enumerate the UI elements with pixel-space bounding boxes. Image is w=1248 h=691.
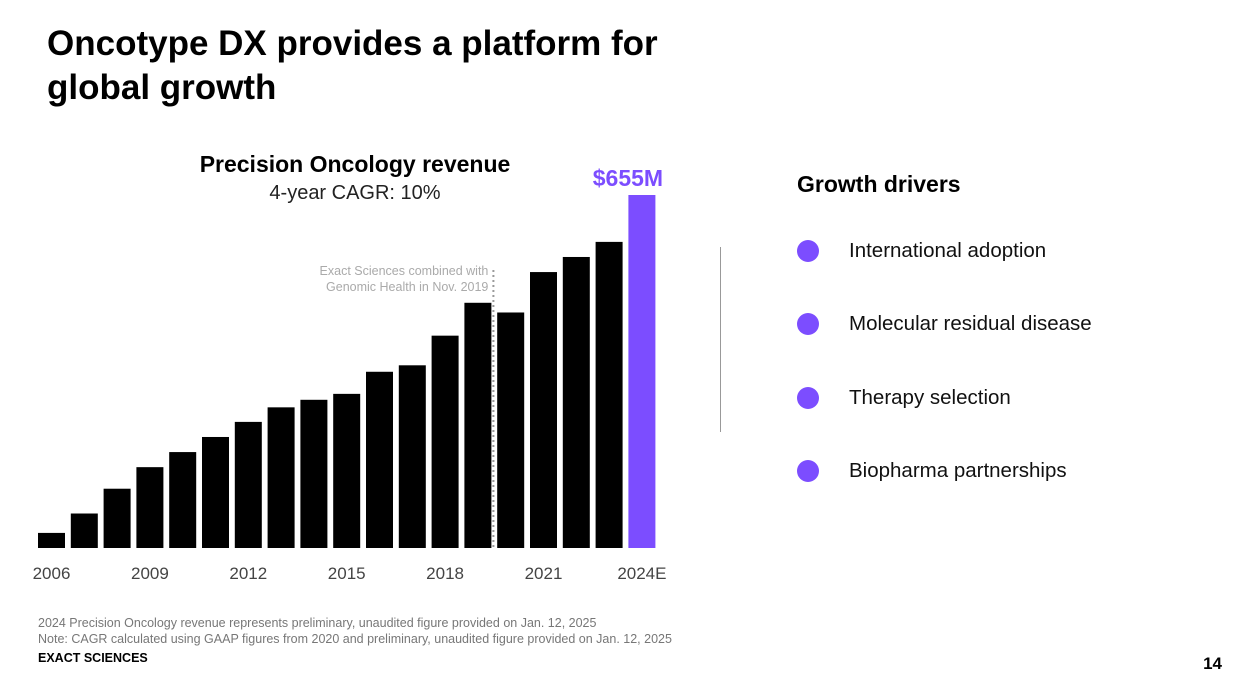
driver-label: International adoption: [849, 238, 1047, 262]
annotation-text: Exact Sciences combined with: [320, 264, 489, 278]
list-item: International adoption: [797, 232, 1092, 269]
bar-2023: [595, 241, 623, 548]
bullet-dot-icon: [797, 239, 819, 262]
bullet-dot-icon: [797, 386, 819, 409]
value-label: $655M: [593, 165, 663, 191]
bullet-dot-icon: [797, 313, 819, 335]
vertical-divider: [720, 247, 721, 432]
footnote-cagr: Note: CAGR calculated using GAAP figures…: [38, 632, 672, 646]
x-tick-label: 2012: [229, 564, 267, 583]
list-item: Therapy selection: [797, 379, 1092, 416]
bar-2012: [234, 421, 262, 548]
x-tick-label: 2006: [33, 564, 71, 583]
bar-2016: [366, 371, 393, 548]
x-tick-label: 2018: [426, 564, 464, 583]
bar-2011: [202, 436, 229, 548]
driver-label: Biopharma partnerships: [849, 459, 1067, 482]
x-tick-label: 2015: [328, 564, 366, 583]
bar-2024E: [628, 195, 656, 548]
bar-2015: [333, 393, 361, 548]
slide-title: Oncotype DX provides a platform for glob…: [47, 24, 658, 107]
bar-2010: [169, 452, 197, 548]
bar-2022: [562, 256, 590, 548]
bar-2008: [103, 488, 131, 548]
annotation-text: Genomic Health in Nov. 2019: [326, 280, 488, 294]
page-number: 14: [1203, 654, 1222, 673]
bar-2007: [70, 513, 98, 548]
chart-title: Precision Oncology revenue: [199, 151, 511, 177]
growth-drivers-list: International adoption Molecular residua…: [797, 232, 1092, 526]
bar-2009: [136, 467, 164, 548]
bar-2020: [497, 312, 525, 548]
driver-label: Molecular residual disease: [849, 312, 1092, 335]
x-tick-label: 2021: [525, 564, 563, 583]
bar-2006: [38, 532, 65, 548]
x-tick-label: 2009: [131, 564, 169, 583]
bar-2019: [464, 302, 492, 548]
revenue-bar-chart: 2006 2009 2012 2015 2018 2021 2024E $655M Exact …: [33, 165, 667, 583]
list-item: Molecular residual disease: [797, 306, 1092, 343]
list-item: Biopharma partnerships: [797, 453, 1092, 490]
growth-drivers-heading: Growth drivers: [797, 171, 961, 197]
footnote-preliminary: 2024 Precision Oncology revenue represen…: [38, 616, 597, 630]
bar-2018: [431, 335, 459, 548]
brand-wordmark: EXACT SCIENCES: [38, 651, 148, 665]
bullet-dot-icon: [797, 460, 819, 482]
driver-label: Therapy selection: [849, 385, 1011, 409]
chart-subtitle: 4-year CAGR: 10%: [269, 182, 441, 204]
bar-2013: [267, 407, 295, 548]
x-tick-label: 2024E: [617, 564, 666, 583]
bar-2014: [300, 399, 328, 548]
bar-2017: [398, 365, 426, 548]
bar-2021: [530, 272, 557, 548]
